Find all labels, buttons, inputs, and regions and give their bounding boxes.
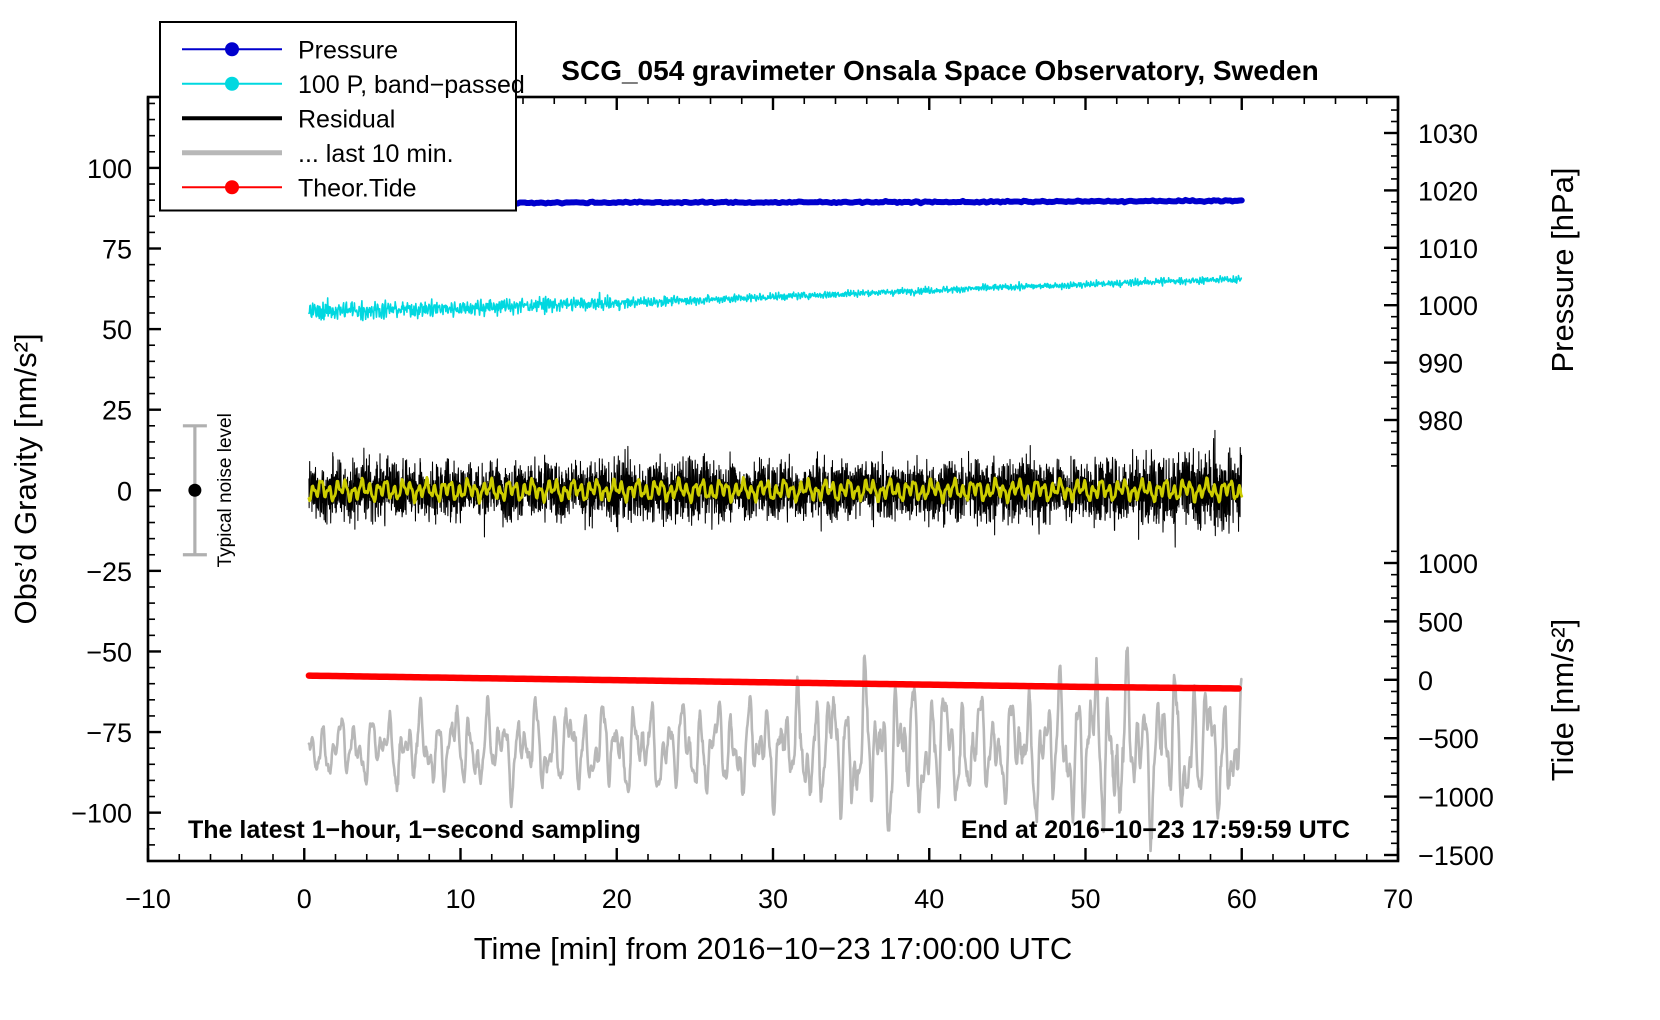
series-residual: [308, 429, 1243, 548]
y-left-tick-label: −75: [86, 718, 132, 748]
legend-marker-2: [225, 76, 239, 91]
x-tick-label: 20: [602, 884, 632, 914]
annotation-bottom-right: End at 2016−10−23 17:59:59 UTC: [961, 816, 1350, 844]
y-right-pressure-axis-title: Pressure [hPa]: [1545, 167, 1580, 372]
x-tick-label: 30: [758, 884, 788, 914]
y-left-tick-label: 75: [102, 235, 132, 265]
y-right-pressure-tick-label: 1030: [1418, 119, 1478, 149]
x-tick-label: 60: [1227, 884, 1257, 914]
y-right-tide-tick-label: −1500: [1418, 841, 1494, 871]
y-right-tide-tick-label: −500: [1418, 724, 1479, 754]
y-left-tick-label: 25: [102, 396, 132, 426]
y-left-tick-label: −50: [86, 637, 132, 667]
x-tick-label: 40: [914, 884, 944, 914]
y-right-tide-axis-title: Tide [nm/s²]: [1545, 619, 1580, 782]
x-tick-label: 0: [297, 884, 312, 914]
legend-label-4: ... last 10 min.: [298, 140, 454, 168]
y-left-tick-label: 50: [102, 315, 132, 345]
noise-level-label: Typical noise level: [215, 413, 236, 567]
chart-title: SCG_054 gravimeter Onsala Space Observat…: [561, 55, 1318, 86]
series-band-passed-pressure: [308, 274, 1243, 322]
x-tick-label: −10: [125, 884, 171, 914]
y-left-tick-label: −25: [86, 557, 132, 587]
y-right-pressure-tick-label: 980: [1418, 406, 1463, 436]
annotation-bottom-left: The latest 1−hour, 1−second sampling: [188, 816, 641, 844]
x-tick-label: 50: [1070, 884, 1100, 914]
y-right-pressure-tick-label: 990: [1418, 349, 1463, 379]
y-right-pressure-tick-label: 1020: [1418, 176, 1478, 206]
y-left-tick-label: −100: [71, 799, 132, 829]
x-tick-label: 70: [1383, 884, 1413, 914]
series-last-10-min: [307, 646, 1243, 853]
noise-level-point: [188, 483, 202, 497]
series-theor-tide: [305, 672, 1242, 692]
legend-label-3: Residual: [298, 105, 395, 133]
x-axis-title: Time [min] from 2016−10−23 17:00:00 UTC: [474, 931, 1073, 966]
series-residual-smoothed: [307, 475, 1244, 505]
y-right-tide-tick-label: 0: [1418, 666, 1433, 696]
y-right-tide-tick-label: 500: [1418, 607, 1463, 637]
legend-label-5: Theor.Tide: [298, 174, 417, 202]
legend-label-1: Pressure: [298, 36, 398, 64]
y-right-pressure-tick-label: 1010: [1418, 234, 1478, 264]
y-left-tick-label: 100: [87, 154, 132, 184]
y-right-tide-tick-label: 1000: [1418, 549, 1478, 579]
y-right-tide-tick-label: −1000: [1418, 783, 1494, 813]
y-left-axis-title: Obs’d Gravity [nm/s²]: [8, 333, 43, 624]
legend-marker-5: [225, 180, 239, 195]
y-left-tick-label: 0: [117, 476, 132, 506]
y-right-pressure-tick-label: 1000: [1418, 291, 1478, 321]
legend-marker-1: [225, 42, 239, 57]
x-tick-label: 10: [445, 884, 475, 914]
legend-label-2: 100 P, band−passed: [298, 71, 525, 99]
